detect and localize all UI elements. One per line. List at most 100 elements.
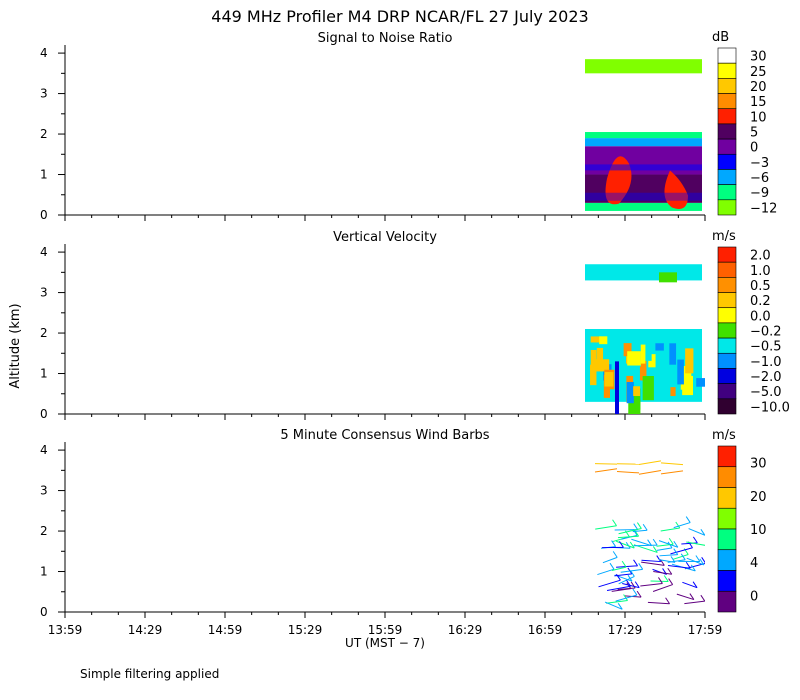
wind-barb <box>612 519 617 527</box>
wind-barb <box>658 540 679 548</box>
wind-barb <box>602 556 618 564</box>
velocity-cell <box>596 347 604 366</box>
data-area <box>585 264 705 414</box>
colorbar-swatch <box>717 445 737 468</box>
wind-barb <box>656 543 674 547</box>
colorbar-label: 0 <box>750 589 758 604</box>
colorbar-label: 1.0 <box>750 264 771 279</box>
wind-barb <box>626 582 632 589</box>
snr-band <box>585 192 702 201</box>
y-tick-label: 0 <box>40 407 48 421</box>
wind-barb <box>621 560 627 568</box>
velocity-cell <box>696 378 705 387</box>
colorbar-unit: m/s <box>712 229 736 244</box>
colorbar-swatch <box>717 466 737 488</box>
wind-barb <box>594 468 618 473</box>
wind-barb <box>685 561 691 569</box>
wind-barb <box>652 584 673 592</box>
velocity-cell <box>642 347 652 361</box>
colorbar-swatch <box>717 337 737 354</box>
wind-barb <box>629 570 635 577</box>
wind-barb <box>633 559 638 567</box>
colorbar-label: 0 <box>750 141 758 156</box>
x-tick-label: 13:59 <box>48 623 83 637</box>
y-tick-label: 3 <box>40 286 48 300</box>
wind-barb <box>641 559 661 563</box>
y-tick-label: 1 <box>40 168 48 182</box>
colorbar-label: −6 <box>750 171 769 186</box>
wind-barb <box>668 578 674 585</box>
colorbar-swatch <box>717 62 737 79</box>
wind-barb <box>629 541 635 549</box>
wind-barb <box>692 581 698 588</box>
colorbar-swatch <box>717 199 737 216</box>
wind-barb <box>617 603 623 610</box>
wind-barb <box>612 551 618 558</box>
wind-barb <box>617 535 639 539</box>
colorbar-label: 20 <box>750 80 767 95</box>
colorbar-swatch <box>717 307 737 324</box>
colorbar-swatch <box>717 368 737 384</box>
velocity-cell <box>669 343 677 365</box>
velocity-cell <box>659 272 677 283</box>
velocity-cell <box>640 344 646 364</box>
velocity-cell <box>677 359 684 385</box>
velocity-cell <box>623 343 632 357</box>
colorbar-label: 0.2 <box>750 294 771 309</box>
wind-barb <box>675 521 681 529</box>
colorbar-swatch <box>717 570 737 592</box>
wind-barb <box>659 554 678 557</box>
x-tick-label: 14:59 <box>208 623 243 637</box>
y-tick-label: 2 <box>40 326 48 340</box>
heatmap-layer <box>585 138 702 147</box>
panel-snr: Signal to Noise Ratio01234dB302520151050… <box>40 30 777 222</box>
colorbar-swatch <box>717 398 737 415</box>
colorbar-label: 2.0 <box>750 249 771 264</box>
y-tick-label: 3 <box>40 87 48 101</box>
colorbar-unit: dB <box>712 30 729 45</box>
wind-barb <box>700 594 705 602</box>
colorbar-label: −3 <box>750 156 769 171</box>
x-tick-label: 16:59 <box>528 623 563 637</box>
x-tick-label: 15:59 <box>368 623 403 637</box>
velocity-cell <box>590 364 597 386</box>
wind-barb <box>626 579 631 587</box>
wind-barb <box>638 460 662 466</box>
velocity-cell <box>682 375 694 396</box>
wind-barb <box>686 541 705 546</box>
colorbar-swatch <box>717 47 737 64</box>
wind-barb <box>647 539 653 546</box>
snr-band <box>585 164 702 171</box>
heatmap-layer <box>585 202 702 211</box>
wind-barb <box>695 555 701 562</box>
colorbar-label: −9 <box>750 186 769 201</box>
velocity-cell <box>615 361 619 414</box>
wind-barb <box>616 471 640 474</box>
wind-barb <box>670 556 676 563</box>
wind-barb <box>685 516 691 523</box>
wind-barb <box>676 593 695 601</box>
velocity-cell <box>590 336 602 343</box>
velocity-cell <box>627 351 641 366</box>
colorbar-swatch <box>717 383 737 400</box>
colorbar-label: −2.0 <box>750 370 782 385</box>
wind-barb <box>688 528 705 536</box>
wind-barb <box>606 599 628 604</box>
colorbar-swatch <box>717 261 737 278</box>
y-tick-label: 0 <box>40 208 48 222</box>
wind-barb <box>623 594 628 601</box>
wind-barb <box>598 579 621 588</box>
colorbar-swatch <box>717 93 737 110</box>
colorbar-swatch <box>717 277 737 293</box>
wind-barb <box>673 522 691 529</box>
colorbar-swatch <box>717 352 737 369</box>
colorbar-label: 15 <box>750 95 767 110</box>
wind-barb <box>653 571 672 575</box>
heatmap-layer <box>585 264 702 281</box>
footnote: Simple filtering applied <box>80 667 220 681</box>
colorbar-label: 0.5 <box>750 279 771 294</box>
wind-barb <box>690 564 696 572</box>
wind-barb <box>622 582 640 589</box>
wind-barb <box>667 541 673 549</box>
velocity-cell <box>590 349 597 372</box>
